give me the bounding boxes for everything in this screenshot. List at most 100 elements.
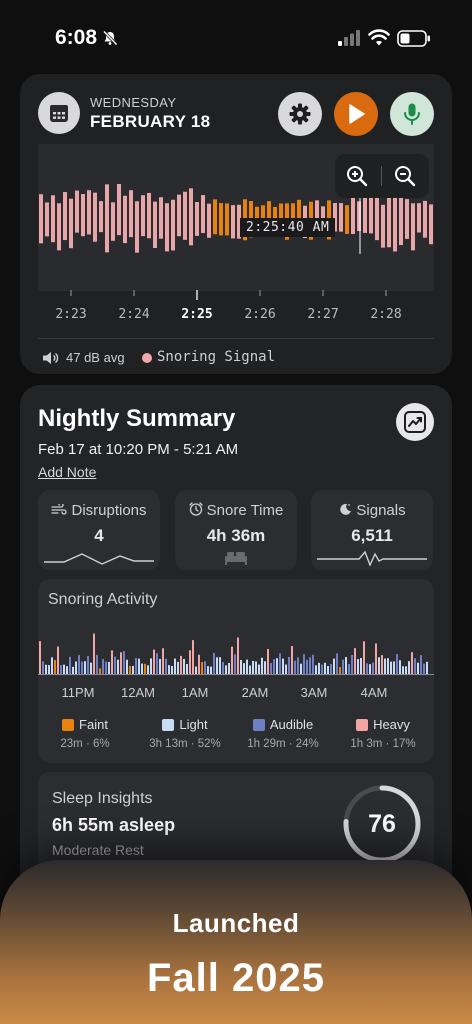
- waveform-bar: [69, 198, 73, 249]
- wifi-icon: [368, 29, 390, 46]
- calendar-button[interactable]: [38, 92, 80, 134]
- activity-bar: [402, 666, 404, 675]
- activity-bar: [204, 661, 206, 675]
- activity-bar: [66, 666, 68, 675]
- activity-bar: [267, 649, 269, 675]
- heavy-swatch: [356, 718, 369, 731]
- banner-subtitle: Launched: [172, 908, 300, 938]
- db-average: 47 dB avg: [66, 350, 125, 365]
- activity-bar: [84, 661, 86, 675]
- waveform-bar: [399, 189, 403, 246]
- waveform-bar: [105, 184, 109, 253]
- weekday-label: WEDNESDAY: [90, 95, 177, 110]
- waveform-bar: [315, 200, 319, 233]
- activity-bar: [243, 663, 245, 675]
- trends-button[interactable]: [396, 403, 434, 441]
- activity-bar: [411, 652, 413, 675]
- activity-bar: [276, 658, 278, 675]
- waveform-bar: [279, 203, 283, 232]
- activity-bar: [360, 657, 362, 675]
- waveform-bar: [63, 192, 67, 241]
- waveform-bar: [171, 199, 175, 251]
- summary-date-range: Feb 17 at 10:20 PM - 5:21 AM: [38, 441, 239, 458]
- waveform-bar: [141, 195, 145, 237]
- waveform-bar: [195, 202, 199, 236]
- play-icon: [349, 104, 365, 124]
- activity-bar: [237, 637, 239, 675]
- signals-heading: Signals: [311, 502, 433, 519]
- trend-chart-icon: [404, 411, 426, 433]
- activity-bar: [87, 655, 89, 675]
- activity-bar: [60, 664, 62, 675]
- play-button[interactable]: [334, 92, 378, 136]
- legend-heavy: Heavy 1h 3m · 17%: [338, 717, 428, 750]
- snore-time-heading: Snore Time: [175, 502, 297, 519]
- time-tick-active: 2:25: [181, 307, 213, 322]
- time-tick: 2:24: [118, 307, 150, 322]
- divider: [38, 338, 434, 339]
- settings-button[interactable]: [278, 92, 322, 136]
- sleep-score: 76: [368, 809, 396, 838]
- activity-bar: [159, 658, 161, 675]
- activity-bar: [192, 640, 194, 675]
- waveform-bar: [219, 203, 223, 236]
- activity-bar: [90, 662, 92, 675]
- activity-bar: [225, 665, 227, 675]
- waveform-bar: [207, 203, 211, 238]
- legend-label: Faint: [79, 717, 108, 732]
- speaker-icon: [43, 352, 59, 364]
- activity-bar: [123, 651, 125, 675]
- waveform-bar: [429, 204, 433, 245]
- activity-bar: [294, 660, 296, 675]
- activity-bar: [357, 659, 359, 675]
- insights-rest: Moderate Rest: [52, 842, 144, 858]
- activity-bar: [318, 662, 320, 675]
- snoring-activity-title: Snoring Activity: [48, 591, 158, 608]
- zoom-in-icon[interactable]: [345, 164, 369, 188]
- snore-time-stat[interactable]: Snore Time 4h 36m: [175, 490, 297, 570]
- waveform-bar: [165, 203, 169, 252]
- activity-bar: [387, 658, 389, 675]
- activity-bar: [222, 662, 224, 675]
- activity-bar: [273, 659, 275, 675]
- activity-bar: [255, 661, 257, 675]
- waveform-bar: [201, 195, 205, 233]
- activity-bar: [270, 663, 272, 675]
- waveform-bar: [231, 205, 235, 239]
- waveform-bar: [81, 194, 85, 237]
- waveform-bar: [153, 201, 157, 249]
- activity-bar: [210, 666, 212, 675]
- activity-bar: [408, 661, 410, 675]
- audible-swatch: [252, 718, 265, 731]
- waveform-bar: [375, 194, 379, 241]
- zoom-out-icon[interactable]: [393, 164, 417, 188]
- activity-bar: [342, 659, 344, 675]
- activity-bar: [363, 641, 365, 675]
- activity-bar: [333, 658, 335, 675]
- activity-bar: [108, 661, 110, 675]
- activity-bar: [189, 650, 191, 675]
- time-tick: 2:27: [307, 307, 339, 322]
- microphone-button[interactable]: [390, 92, 434, 136]
- signals-label: Signals: [356, 502, 406, 519]
- hour-label: 11PM: [61, 685, 95, 700]
- snoring-activity-chart: [38, 633, 434, 675]
- disruptions-stat[interactable]: Disruptions 4: [38, 490, 160, 570]
- snoring-activity-panel[interactable]: Snoring Activity 11PM 12AM 1AM 2AM 3AM 4…: [38, 579, 434, 763]
- waveform-bar: [405, 199, 409, 239]
- activity-bar: [117, 659, 119, 675]
- disruptions-heading: Disruptions: [38, 502, 160, 519]
- add-note-link[interactable]: Add Note: [38, 464, 97, 480]
- activity-bar: [69, 656, 71, 675]
- activity-bar: [369, 664, 371, 675]
- bed-icon: [225, 552, 247, 565]
- activity-bar: [240, 660, 242, 675]
- microphone-icon: [404, 103, 420, 125]
- signals-stat[interactable]: Signals 6,511: [311, 490, 433, 570]
- activity-bar: [375, 643, 377, 675]
- hour-label: 4AM: [360, 685, 388, 700]
- activity-bar: [264, 661, 266, 675]
- activity-bar: [288, 656, 290, 675]
- waveform-bar: [39, 194, 43, 244]
- activity-bar: [213, 652, 215, 675]
